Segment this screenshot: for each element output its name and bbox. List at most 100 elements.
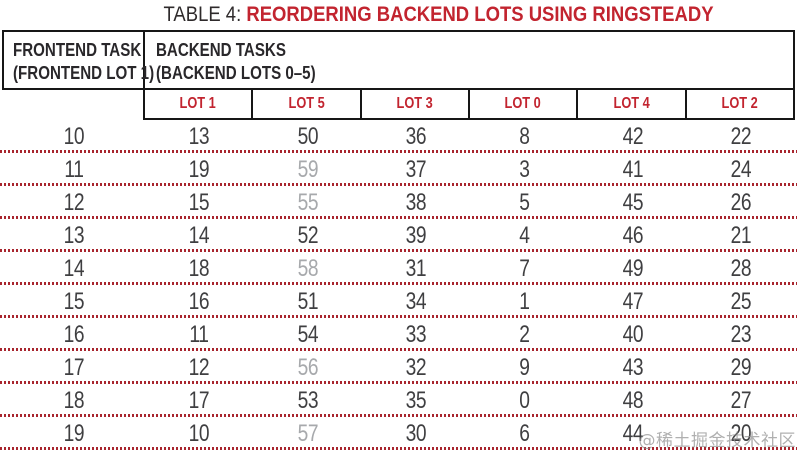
backend-task-cell: 24: [730, 155, 752, 183]
backend-task-cell: 40: [622, 320, 643, 348]
backend-task-cell: 3: [519, 155, 530, 183]
backend-task-cell: 58: [297, 254, 318, 282]
row-separator: [0, 447, 797, 450]
backend-task-cell: 1: [519, 287, 530, 315]
row-separator: [0, 381, 797, 384]
backend-task-cell: 30: [405, 419, 427, 447]
backend-task-cell: 13: [188, 122, 210, 150]
row-separator: [0, 249, 797, 252]
backend-task-cell: 48: [622, 386, 643, 414]
column-header-lot-2: LOT 2: [721, 95, 758, 112]
backend-task-cell: 15: [188, 188, 210, 216]
backend-task-cell: 20: [730, 419, 752, 447]
backend-task-cell: 44: [622, 419, 643, 447]
backend-task-cell: 55: [297, 188, 318, 216]
backend-task-cell: 36: [405, 122, 427, 150]
table-title-highlight: REORDERING BACKEND LOTS USING RINGSTEADY: [246, 3, 714, 26]
backend-task-cell: 22: [730, 122, 752, 150]
backend-task-cell: 6: [519, 419, 530, 447]
table-title: TABLE 4: REORDERING BACKEND LOTS USING R…: [0, 1, 797, 28]
backend-task-cell: 23: [730, 320, 752, 348]
backend-task-cell: 50: [297, 122, 318, 150]
table-row: 15 16 51 34 1 47 25: [0, 285, 797, 318]
table-header-row: FRONTEND TASK (FRONTEND LOT 1) BACKEND T…: [2, 30, 795, 90]
frontend-task-cell: 18: [63, 386, 84, 414]
backend-task-cell: 26: [730, 188, 752, 216]
backend-task-cell: 45: [622, 188, 643, 216]
backend-task-cell: 31: [405, 254, 427, 282]
column-header-lot-5: LOT 5: [253, 90, 362, 118]
backend-task-cell: 4: [519, 221, 530, 249]
table-title-prefix: TABLE 4:: [163, 3, 247, 26]
backend-header-line1: BACKEND TASKS: [156, 40, 286, 60]
backend-header-line2: (BACKEND LOTS 0–5): [156, 63, 316, 83]
frontend-task-cell: 19: [63, 419, 84, 447]
backend-task-cell: 11: [189, 320, 210, 348]
frontend-task-cell: 17: [63, 353, 84, 381]
backend-task-cell: 33: [405, 320, 427, 348]
column-header-lot-3: LOT 3: [362, 90, 470, 118]
backend-task-cell: 35: [405, 386, 427, 414]
backend-task-cell: 52: [297, 221, 318, 249]
backend-task-cell: 2: [519, 320, 530, 348]
column-header-lot-0: LOT 0: [470, 90, 579, 118]
backend-task-cell: 27: [730, 386, 752, 414]
backend-task-cell: 46: [622, 221, 643, 249]
backend-task-cell: 16: [188, 287, 210, 315]
column-header-lot-4: LOT 4: [578, 90, 687, 118]
frontend-task-cell: 13: [63, 221, 84, 249]
table-row: 19 10 57 30 6 44 20: [0, 417, 797, 450]
table-body: 10 13 50 36 8 42 22 11 19 59 37 3 41 24 12 15 55 38 5 45 26 1…: [0, 120, 797, 450]
frontend-task-cell: 16: [63, 320, 84, 348]
frontend-header-line2: (FRONTEND LOT 1): [13, 63, 155, 83]
row-separator: [0, 315, 797, 318]
frontend-task-cell: 15: [63, 287, 84, 315]
lot-columns-row: LOT 1 LOT 5 LOT 3 LOT 0 LOT 4 LOT 2: [2, 90, 795, 120]
backend-task-cell: 12: [188, 353, 210, 381]
backend-task-cell: 43: [622, 353, 643, 381]
backend-task-cell: 39: [405, 221, 427, 249]
backend-task-cell: 53: [297, 386, 318, 414]
backend-task-cell: 8: [519, 122, 530, 150]
lot-row-spacer: [2, 90, 143, 120]
row-separator: [0, 216, 797, 219]
backend-task-cell: 42: [622, 122, 643, 150]
table-row: 16 11 54 33 2 40 23: [0, 318, 797, 351]
backend-task-cell: 37: [405, 155, 427, 183]
backend-task-cell: 28: [730, 254, 752, 282]
backend-task-cell: 34: [405, 287, 427, 315]
table-row: 18 17 53 35 0 48 27: [0, 384, 797, 417]
backend-task-cell: 5: [519, 188, 530, 216]
reordering-table: FRONTEND TASK (FRONTEND LOT 1) BACKEND T…: [0, 30, 797, 450]
table-row: 10 13 50 36 8 42 22: [0, 120, 797, 153]
backend-task-cell: 7: [519, 254, 530, 282]
frontend-header-cell: FRONTEND TASK (FRONTEND LOT 1): [4, 32, 154, 88]
frontend-task-cell: 10: [63, 122, 84, 150]
backend-task-cell: 41: [622, 155, 643, 183]
backend-task-cell: 9: [519, 353, 530, 381]
backend-task-cell: 32: [405, 353, 427, 381]
backend-task-cell: 21: [730, 221, 752, 249]
backend-task-cell: 29: [730, 353, 752, 381]
frontend-header-line1: FRONTEND TASK: [13, 40, 142, 60]
backend-task-cell: 56: [297, 353, 318, 381]
table-row: 17 12 56 32 9 43 29: [0, 351, 797, 384]
backend-task-cell: 19: [188, 155, 210, 183]
table-row: 11 19 59 37 3 41 24: [0, 153, 797, 186]
frontend-task-cell: 11: [63, 155, 84, 183]
backend-task-cell: 17: [188, 386, 210, 414]
row-separator: [0, 183, 797, 186]
backend-task-cell: 14: [188, 221, 210, 249]
backend-task-cell: 10: [188, 419, 210, 447]
row-separator: [0, 414, 797, 417]
row-separator: [0, 150, 797, 153]
frontend-task-cell: 14: [63, 254, 84, 282]
column-header-lot-1: LOT 1: [145, 90, 254, 118]
backend-task-cell: 59: [297, 155, 318, 183]
backend-task-cell: 54: [297, 320, 318, 348]
table-row: 13 14 52 39 4 46 21: [0, 219, 797, 252]
backend-task-cell: 51: [297, 287, 318, 315]
table-row: 12 15 55 38 5 45 26: [0, 186, 797, 219]
backend-task-cell: 18: [188, 254, 210, 282]
frontend-task-cell: 12: [63, 188, 84, 216]
